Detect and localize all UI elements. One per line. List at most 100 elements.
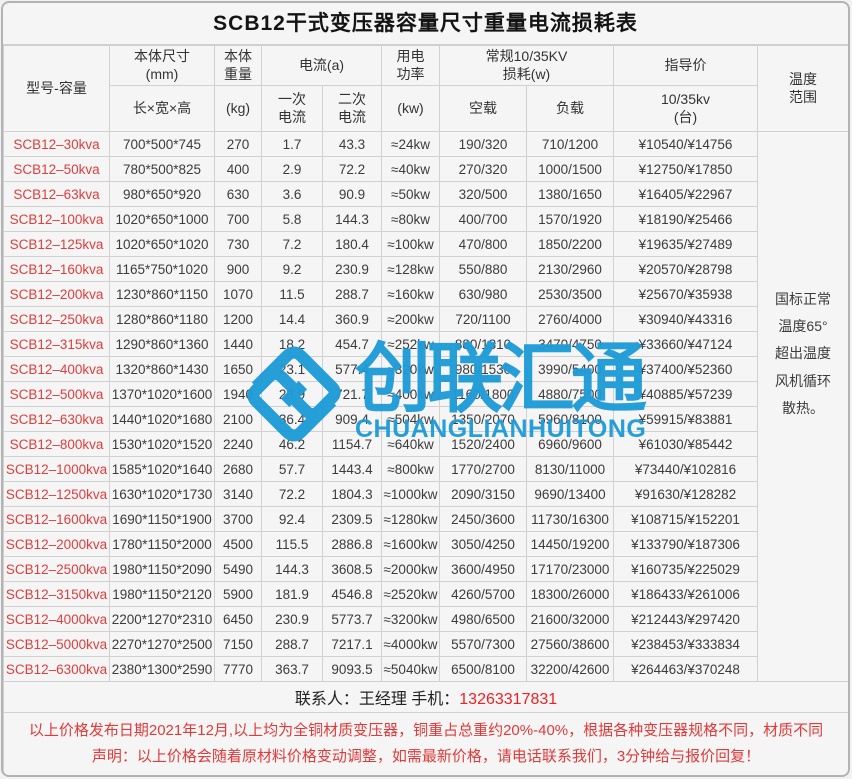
cell-load-loss: 17170/23000 <box>526 556 614 582</box>
cell-model: SCB12–250kva <box>3 306 110 332</box>
cell-primary-current: 11.5 <box>261 281 323 307</box>
cell-power: ≈200kw <box>381 306 440 332</box>
table-row: SCB12–5000kva 2270*1270*2500 7150 288.7 7217… <box>3 631 849 657</box>
cell-noload-loss: 4260/5700 <box>439 581 527 607</box>
cell-weight: 1200 <box>214 306 262 332</box>
cell-load-loss: 5960/8100 <box>526 406 614 432</box>
cell-secondary-current: 2309.5 <box>322 506 382 532</box>
table-row: SCB12–1000kva 1585*1020*1640 2680 57.7 1443.… <box>3 456 849 482</box>
cell-load-loss: 21600/32000 <box>526 606 614 632</box>
col-header-weight: 本体 重量 <box>214 45 262 86</box>
cell-model: SCB12–3150kva <box>3 581 110 607</box>
cell-power: ≈2000kw <box>381 556 440 582</box>
cell-price: ¥186433/¥261006 <box>613 581 758 607</box>
cell-size: 780*500*825 <box>109 156 215 182</box>
cell-price: ¥16405/¥22967 <box>613 181 758 207</box>
cell-primary-current: 181.9 <box>261 581 323 607</box>
cell-model: SCB12–4000kva <box>3 606 110 632</box>
cell-power: ≈800kw <box>381 456 440 482</box>
table-row: SCB12–50kva 780*500*825 400 2.9 72.2 ≈40kw 270… <box>3 156 849 182</box>
cell-price: ¥212443/¥297420 <box>613 606 758 632</box>
cell-price: ¥20570/¥28798 <box>613 256 758 282</box>
cell-primary-current: 57.7 <box>261 456 323 482</box>
cell-weight: 7150 <box>214 631 262 657</box>
cell-noload-loss: 4980/6500 <box>439 606 527 632</box>
col-header-price: 指导价 <box>613 45 758 86</box>
cell-noload-loss: 400/700 <box>439 206 527 232</box>
cell-secondary-current: 7217.1 <box>322 631 382 657</box>
cell-model: SCB12–1000kva <box>3 456 110 482</box>
cell-noload-loss: 470/800 <box>439 231 527 257</box>
cell-power: ≈4000kw <box>381 631 440 657</box>
cell-model: SCB12–5000kva <box>3 631 110 657</box>
cell-load-loss: 1000/1500 <box>526 156 614 182</box>
cell-load-loss: 1570/1920 <box>526 206 614 232</box>
cell-weight: 700 <box>214 206 262 232</box>
cell-noload-loss: 190/320 <box>439 131 527 157</box>
col-subheader-secondary-current: 二次 电流 <box>322 85 382 132</box>
cell-price: ¥19635/¥27489 <box>613 231 758 257</box>
cell-secondary-current: 180.4 <box>322 231 382 257</box>
cell-weight: 5490 <box>214 556 262 582</box>
cell-power: ≈1600kw <box>381 531 440 557</box>
cell-power: ≈320kw <box>381 356 440 382</box>
cell-size: 700*500*745 <box>109 131 215 157</box>
cell-size: 980*650*920 <box>109 181 215 207</box>
cell-noload-loss: 1160/1800 <box>439 381 527 407</box>
cell-power: ≈2520kw <box>381 581 440 607</box>
cell-noload-loss: 1770/2700 <box>439 456 527 482</box>
cell-price: ¥25670/¥35938 <box>613 281 758 307</box>
cell-weight: 6450 <box>214 606 262 632</box>
contact-row: 联系人：王经理 手机：13263317831 <box>3 681 848 713</box>
contact-label: 联系人：王经理 手机： <box>294 691 460 708</box>
cell-load-loss: 2130/2960 <box>526 256 614 282</box>
col-subheader-primary-current: 一次 电流 <box>261 85 323 132</box>
col-header-temp-range: 温度 范围 <box>757 45 848 132</box>
cell-secondary-current: 1804.3 <box>322 481 382 507</box>
cell-power: ≈80kw <box>381 206 440 232</box>
cell-model: SCB12–100kva <box>3 206 110 232</box>
cell-weight: 2100 <box>214 406 262 432</box>
cell-price: ¥37400/¥52360 <box>613 356 758 382</box>
cell-primary-current: 7.2 <box>261 231 323 257</box>
cell-power: ≈400kw <box>381 381 440 407</box>
cell-weight: 5900 <box>214 581 262 607</box>
cell-model: SCB12–50kva <box>3 156 110 182</box>
col-subheader-load: 负载 <box>526 85 614 132</box>
col-subheader-power-unit: (kw) <box>381 85 440 132</box>
contact-info: 联系人：王经理 手机：13263317831 <box>3 681 848 713</box>
cell-noload-loss: 550/880 <box>439 256 527 282</box>
cell-price: ¥40885/¥57239 <box>613 381 758 407</box>
cell-load-loss: 18300/26000 <box>526 581 614 607</box>
cell-load-loss: 11730/16300 <box>526 506 614 532</box>
price-notice-line-1: 以上价格发布日期2021年12月,以上均为全铜材质变压器，铜重占总重约20%-4… <box>28 722 824 739</box>
cell-load-loss: 2530/3500 <box>526 281 614 307</box>
cell-weight: 2240 <box>214 431 262 457</box>
cell-primary-current: 23.1 <box>261 356 323 382</box>
cell-secondary-current: 1443.4 <box>322 456 382 482</box>
cell-load-loss: 1380/1650 <box>526 181 614 207</box>
table-row: SCB12–30kva 700*500*745 270 1.7 43.3 ≈24kw 190… <box>3 131 848 682</box>
cell-secondary-current: 43.3 <box>322 131 382 157</box>
cell-size: 1280*860*1180 <box>109 306 215 332</box>
table-row: SCB12–400kva 1320*860*1430 1650 23.1 577.4 ≈3… <box>3 356 849 382</box>
cell-secondary-current: 288.7 <box>322 281 382 307</box>
cell-model: SCB12–800kva <box>3 431 110 457</box>
cell-power: ≈128kw <box>381 256 440 282</box>
cell-load-loss: 710/1200 <box>526 131 614 157</box>
cell-price: ¥12750/¥17850 <box>613 156 758 182</box>
cell-size: 1020*650*1020 <box>109 231 215 257</box>
cell-weight: 270 <box>214 131 262 157</box>
cell-load-loss: 9690/13400 <box>526 481 614 507</box>
cell-model: SCB12–63kva <box>3 181 110 207</box>
cell-model: SCB12–2500kva <box>3 556 110 582</box>
cell-price: ¥160735/¥225029 <box>613 556 758 582</box>
cell-price: ¥91630/¥128282 <box>613 481 758 507</box>
cell-size: 1630*1020*1730 <box>109 481 215 507</box>
cell-power: ≈640kw <box>381 431 440 457</box>
table-row: SCB12–6300kva 2380*1300*2590 7770 363.7 9093… <box>3 656 849 682</box>
cell-power: ≈100kw <box>381 231 440 257</box>
table-row: SCB12–1250kva 1630*1020*1730 3140 72.2 1804.… <box>3 481 849 507</box>
cell-load-loss: 2760/4000 <box>526 306 614 332</box>
cell-primary-current: 18.2 <box>261 331 323 357</box>
